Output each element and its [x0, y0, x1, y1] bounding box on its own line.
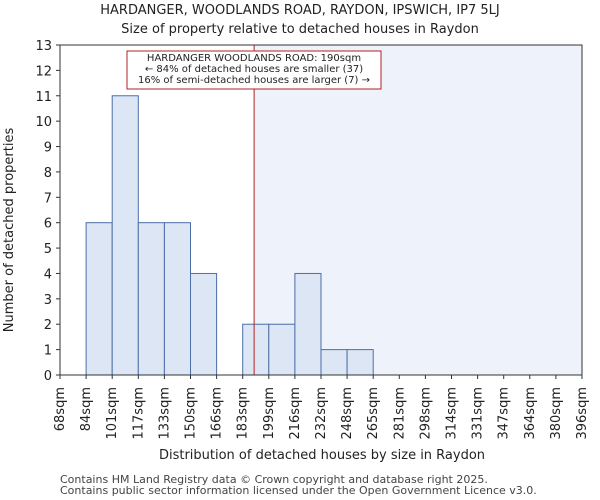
bar-101sqm	[111, 95, 139, 376]
bar-199sqm	[268, 323, 296, 376]
chart-subtitle: Size of property relative to detached ho…	[121, 22, 479, 37]
y-tick-label: 7	[44, 191, 52, 206]
bar-117sqm	[137, 222, 165, 376]
y-tick-label: 3	[44, 293, 52, 308]
y-tick-label: 0	[44, 369, 52, 384]
x-tick-label: 216sqm	[288, 387, 303, 440]
x-tick-label: 265sqm	[366, 387, 381, 440]
x-tick-label: 232sqm	[314, 387, 329, 440]
y-tick-label: 4	[44, 267, 52, 282]
bars-layer	[85, 95, 374, 376]
bar-133sqm	[163, 222, 191, 376]
bar-232sqm	[320, 349, 348, 376]
x-tick-label: 117sqm	[131, 387, 146, 440]
x-tick-label: 396sqm	[575, 387, 590, 440]
x-tick-label: 68sqm	[53, 387, 68, 431]
x-axis-label: Distribution of detached houses by size …	[159, 448, 485, 463]
bar-248sqm	[346, 349, 374, 376]
y-tick-label: 12	[35, 64, 52, 79]
y-tick-label: 1	[44, 344, 52, 359]
footer-line-2: Contains public sector information licen…	[60, 484, 537, 497]
x-tick-label: 84sqm	[79, 387, 94, 431]
y-tick-label: 10	[35, 115, 52, 130]
annotation-box	[126, 50, 382, 90]
x-tick-label: 183sqm	[236, 387, 251, 440]
x-tick-label: 298sqm	[418, 387, 433, 440]
bar-183sqm	[242, 323, 270, 376]
bar-150sqm	[190, 272, 218, 376]
y-tick-label: 5	[44, 242, 52, 257]
x-tick-label: 364sqm	[523, 387, 538, 440]
y-tick-label: 11	[35, 90, 52, 105]
x-axis-ticks: 68sqm 84sqm 101sqm 117sqm 133sqm 150sqm 166sqm…	[53, 375, 590, 440]
footer-line-1: Contains HM Land Registry data © Crown c…	[60, 473, 488, 486]
x-tick-label: 248sqm	[340, 387, 355, 440]
x-tick-label: 133sqm	[157, 387, 172, 440]
chart-title: HARDANGER, WOODLANDS ROAD, RAYDON, IPSWI…	[100, 3, 500, 18]
annotation-line-3: 16% of semi-detached houses are larger (…	[138, 75, 370, 86]
y-tick-label: 13	[35, 39, 52, 54]
x-tick-label: 314sqm	[445, 387, 460, 440]
bar-216sqm	[294, 272, 322, 376]
y-axis-label: Number of detached properties	[2, 128, 17, 333]
y-tick-label: 9	[44, 141, 52, 156]
x-tick-label: 380sqm	[549, 387, 564, 440]
annotation-line-2: ← 84% of detached houses are smaller (37…	[145, 64, 363, 75]
x-tick-label: 331sqm	[471, 387, 486, 440]
x-tick-label: 199sqm	[262, 387, 277, 440]
x-tick-label: 281sqm	[392, 387, 407, 440]
x-tick-label: 347sqm	[497, 387, 512, 440]
plot-frame	[59, 44, 583, 376]
y-tick-label: 2	[44, 318, 52, 333]
x-tick-label: 166sqm	[210, 387, 225, 440]
y-tick-label: 6	[44, 217, 52, 232]
y-tick-label: 8	[44, 166, 52, 181]
x-tick-label: 101sqm	[105, 387, 120, 440]
x-tick-label: 150sqm	[184, 387, 199, 440]
annotation-line-1: HARDANGER WOODLANDS ROAD: 190sqm	[147, 53, 361, 64]
bar-84sqm	[85, 222, 113, 376]
